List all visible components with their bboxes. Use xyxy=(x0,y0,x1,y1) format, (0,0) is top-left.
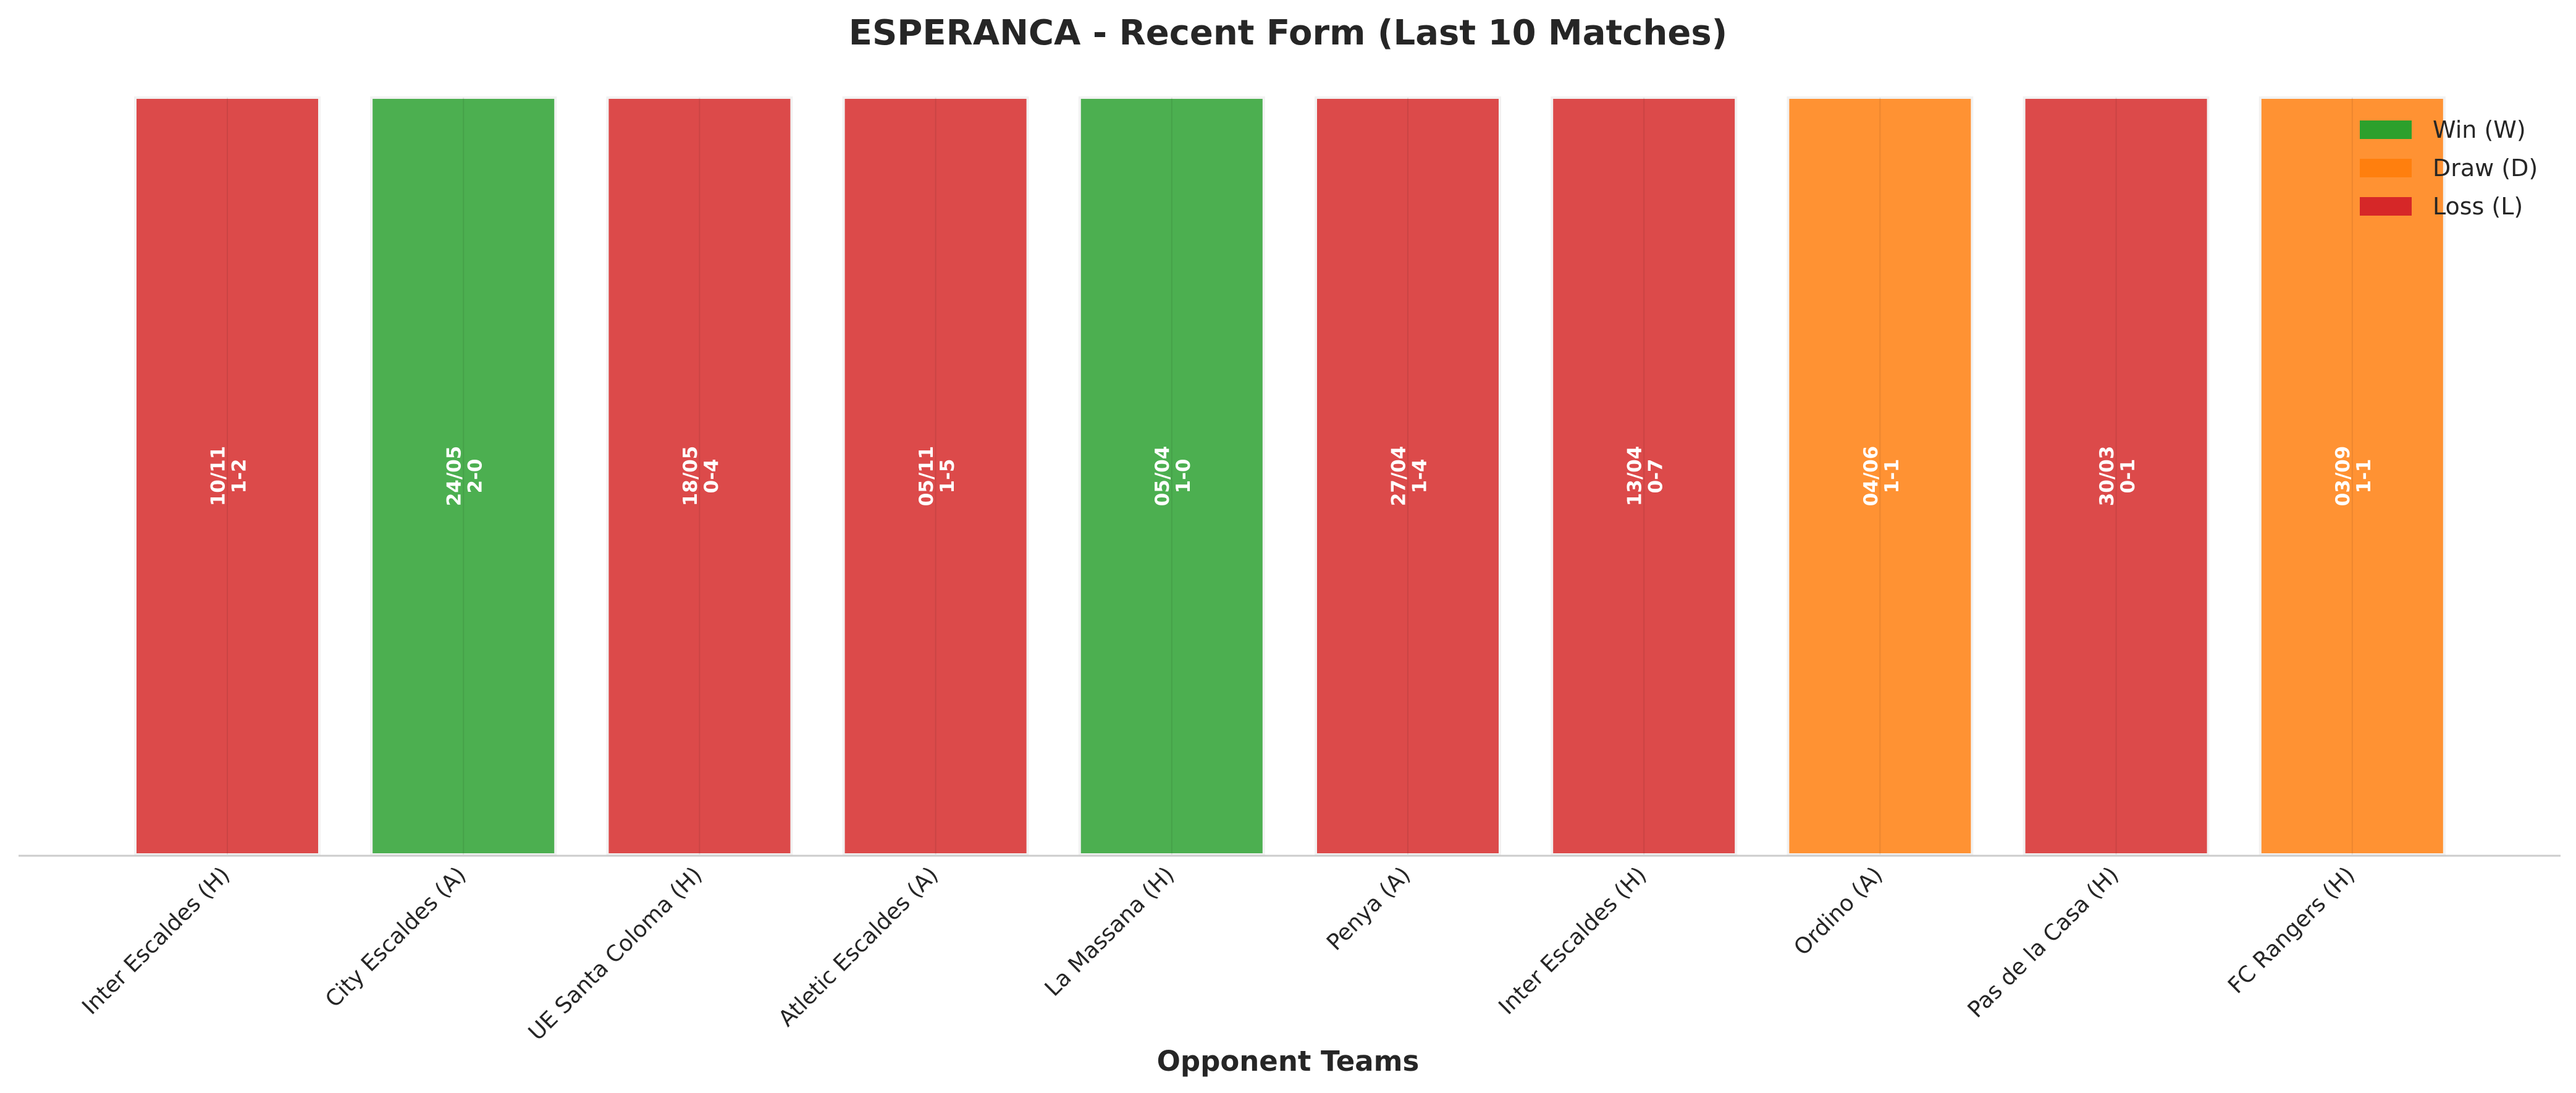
x-tick-label: La Massana (H) xyxy=(1040,862,1179,1001)
bar-score-label: 1-4 xyxy=(1408,458,1431,493)
x-tick-label: UE Santa Coloma (H) xyxy=(524,862,707,1045)
x-tick-label: Inter Escaldes (H) xyxy=(77,862,235,1019)
bar-d xyxy=(1787,96,1974,856)
bar-date-label: 05/11 xyxy=(915,446,938,507)
bar-l xyxy=(1315,96,1501,856)
bar-score-label: 1-1 xyxy=(2353,458,2375,493)
bars-layer: 10/111-2 24/052-0 18/050-4 05/111-5 05/041-0… xyxy=(134,96,2446,856)
x-axis-title: Opponent Teams xyxy=(1157,1045,1420,1078)
x-tick-label: Inter Escaldes (H) xyxy=(1494,862,1652,1019)
x-tick-label: Pas de la Casa (H) xyxy=(1963,862,2124,1023)
chart-title: ESPERANCA - Recent Form (Last 10 Matches… xyxy=(849,13,1728,53)
bar-score-label: 1-2 xyxy=(228,458,250,493)
legend: Win (W) Draw (D) Loss (L) xyxy=(2360,116,2538,220)
bar-score-label: 0-1 xyxy=(2117,458,2139,493)
legend-swatch-d xyxy=(2360,159,2412,177)
legend-label-l: Loss (L) xyxy=(2433,193,2523,220)
bar-data-label: 03/091-1 xyxy=(2332,446,2375,507)
x-tick-label: Penya (A) xyxy=(1322,862,1415,955)
bar-score-label: 1-5 xyxy=(937,458,959,493)
bar-score-label: 0-7 xyxy=(1645,458,1667,493)
bar-date-label: 10/11 xyxy=(207,446,229,507)
bar-data-label: 24/052-0 xyxy=(444,446,487,507)
bar-l xyxy=(2022,96,2210,856)
bar-w xyxy=(370,96,557,856)
bar-data-label: 18/050-4 xyxy=(680,446,723,507)
bar-date-label: 18/05 xyxy=(680,446,702,507)
legend-swatch-l xyxy=(2360,197,2412,216)
bar-data-label: 04/061-1 xyxy=(1860,446,1903,507)
bar-date-label: 04/06 xyxy=(1860,446,1882,507)
legend-label-d: Draw (D) xyxy=(2433,154,2538,182)
bar-l xyxy=(842,96,1029,856)
bar-score-label: 0-4 xyxy=(701,458,723,493)
bar-data-label: 27/041-4 xyxy=(1387,446,1431,507)
x-tick-label: Ordino (A) xyxy=(1789,862,1887,960)
bar-w xyxy=(1078,96,1265,856)
bar-data-label: 13/040-7 xyxy=(1624,446,1667,507)
bar-date-label: 30/03 xyxy=(2096,446,2118,507)
bar-data-label: 05/111-5 xyxy=(915,446,959,507)
x-tick-label: City Escaldes (A) xyxy=(321,862,471,1012)
x-tick-label: Atletic Escaldes (A) xyxy=(774,862,943,1031)
bar-date-label: 05/04 xyxy=(1151,446,1174,507)
bar-l xyxy=(606,96,793,856)
bar-date-label: 27/04 xyxy=(1387,446,1410,507)
bar-date-label: 03/09 xyxy=(2332,446,2354,507)
bar-score-label: 2-0 xyxy=(465,458,487,493)
x-tick-label: FC Rangers (H) xyxy=(2223,862,2360,998)
bar-date-label: 24/05 xyxy=(444,446,466,507)
bar-data-label: 10/111-2 xyxy=(207,446,250,507)
bar-score-label: 1-0 xyxy=(1172,458,1195,493)
bar-l xyxy=(134,96,321,856)
bar-date-label: 13/04 xyxy=(1624,446,1646,507)
bar-score-label: 1-1 xyxy=(1881,458,1903,493)
x-tick-labels: Inter Escaldes (H) City Escaldes (A) UE Sa… xyxy=(77,862,2360,1045)
legend-label-w: Win (W) xyxy=(2433,116,2526,143)
bar-data-label: 05/041-0 xyxy=(1151,446,1195,507)
bar-data-label: 30/030-1 xyxy=(2096,446,2139,507)
legend-swatch-w xyxy=(2360,120,2412,139)
bar-d xyxy=(2258,96,2446,856)
bar-l xyxy=(1551,96,1738,856)
